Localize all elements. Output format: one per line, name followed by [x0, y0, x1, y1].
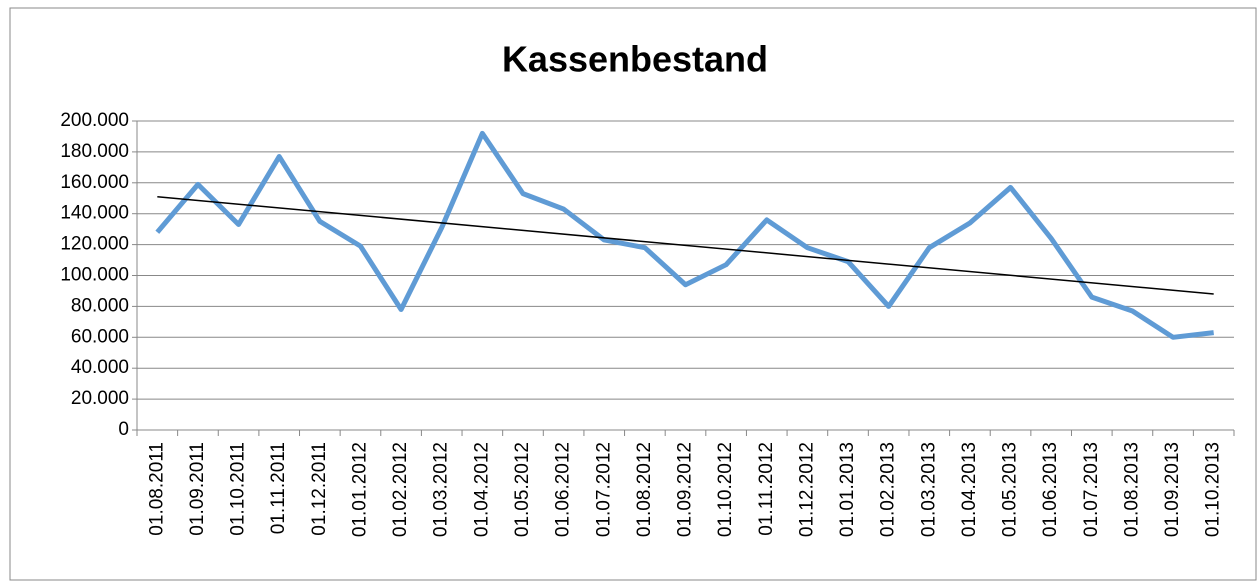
data-line: [155, 130, 1214, 340]
x-tick-label: 01.10.2013: [1203, 442, 1224, 537]
x-tick-label: 01.10.2012: [715, 442, 736, 537]
x-tick-label: 01.07.2012: [593, 442, 614, 537]
x-tick-label: 01.09.2011: [187, 442, 208, 536]
x-tick-label: 01.08.2011: [146, 442, 167, 536]
x-tick-label: 01.08.2012: [634, 442, 655, 537]
y-tick-label: 20.000: [71, 388, 129, 409]
x-tick-label: 01.05.2012: [512, 442, 533, 537]
x-tick-label: 01.09.2012: [675, 442, 696, 537]
x-tick-label: 01.12.2012: [796, 442, 817, 537]
chart-title: Kassenbestand: [502, 39, 768, 80]
y-tick-label: 100.000: [60, 265, 129, 286]
trendline: [157, 195, 1214, 295]
y-tick-label: 40.000: [71, 357, 129, 378]
y-tick-label: 120.000: [60, 234, 129, 255]
x-tick-label: 01.12.2011: [309, 442, 330, 536]
y-tick-label: 60.000: [71, 326, 129, 347]
x-tick-label: 01.07.2013: [1081, 442, 1102, 537]
x-tick-label: 01.11.2011: [268, 442, 289, 534]
x-tick-label: 01.03.2013: [918, 442, 939, 537]
y-tick-label: 140.000: [60, 203, 129, 224]
y-tick-label: 200.000: [60, 110, 129, 131]
x-tick-label: 01.10.2011: [228, 442, 249, 536]
y-tick-label: 0: [118, 419, 129, 440]
y-tick-label: 180.000: [60, 141, 129, 162]
x-tick-label: 01.06.2012: [553, 442, 574, 537]
x-tick-label: 01.01.2013: [837, 442, 858, 537]
y-tick-label: 160.000: [60, 172, 129, 193]
chart-frame: [9, 7, 1257, 581]
x-tick-label: 01.02.2012: [390, 442, 411, 537]
x-tick-label: 01.05.2013: [1000, 442, 1021, 537]
x-tick-label: 01.02.2013: [878, 442, 899, 537]
x-tick-label: 01.01.2012: [349, 442, 370, 537]
x-tick-label: 01.06.2013: [1040, 442, 1061, 537]
x-tick-label: 01.04.2013: [959, 442, 980, 537]
y-tick-label: 80.000: [71, 295, 129, 316]
x-tick-label: 01.04.2012: [471, 442, 492, 537]
x-tick-label: 01.11.2012: [756, 442, 777, 536]
x-tick-label: 01.03.2012: [431, 442, 452, 537]
x-tick-label: 01.08.2013: [1121, 442, 1142, 537]
x-tick-label: 01.09.2013: [1162, 442, 1183, 537]
